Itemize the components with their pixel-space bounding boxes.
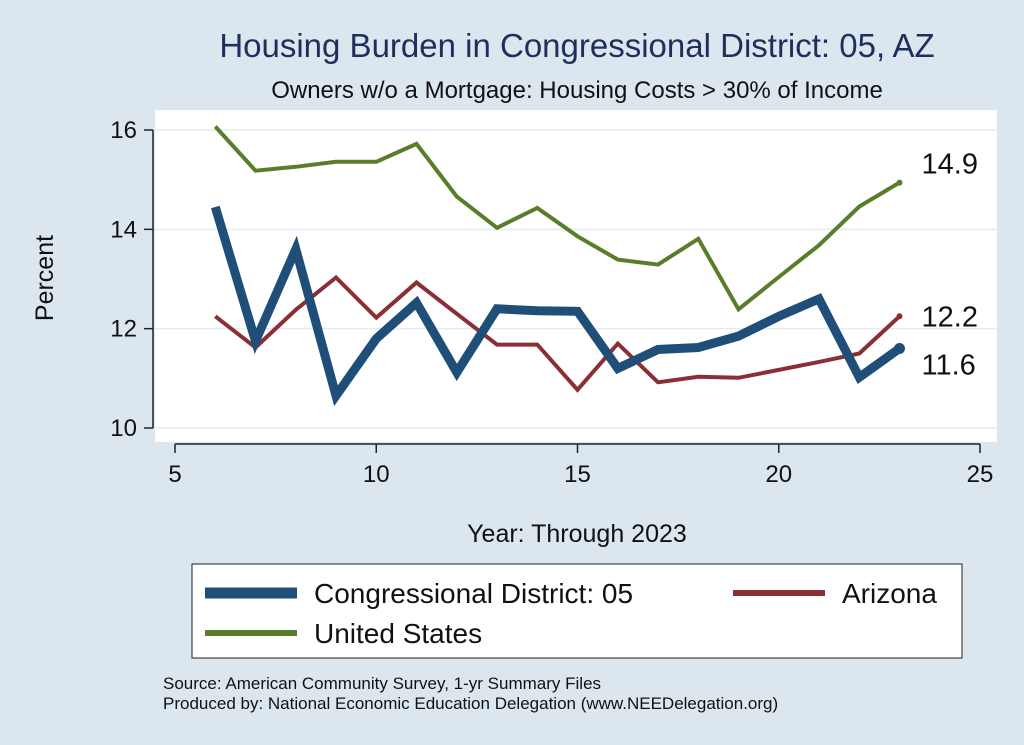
- end-labels: 11.6 12.2 14.9: [922, 149, 978, 382]
- series-endpoint-arizona: [896, 313, 903, 320]
- x-tick-label-20: 20: [765, 461, 792, 488]
- end-label-arizona: 12.2: [922, 301, 978, 333]
- y-tick-label-14: 14: [110, 216, 137, 243]
- chart-title: Housing Burden in Congressional District…: [219, 27, 934, 64]
- x-tick-label-15: 15: [564, 461, 591, 488]
- y-axis-label: Percent: [31, 235, 59, 321]
- legend-box: [191, 563, 963, 659]
- series-line-arizona: [214, 274, 901, 393]
- axes: 5 10 15 20 25 10 12 14 16: [110, 117, 993, 488]
- end-label-district: 11.6: [922, 350, 976, 382]
- series-line-district: [210, 205, 903, 407]
- source-note: Source: American Community Survey, 1-yr …: [163, 674, 601, 693]
- legend: Congressional District: 05 Arizona United …: [205, 578, 937, 649]
- x-axis-label: Year: Through 2023: [467, 520, 687, 548]
- series-endpoint-district: [894, 343, 905, 355]
- series-group: [210, 125, 905, 407]
- legend-label-arizona: Arizona: [842, 578, 937, 609]
- y-tick-label-16: 16: [110, 117, 137, 144]
- y-tick-label-12: 12: [110, 316, 137, 343]
- legend-label-united-states: United States: [314, 618, 482, 649]
- x-tick-label-10: 10: [363, 461, 390, 488]
- end-label-united-states: 14.9: [922, 149, 978, 181]
- gridlines: [155, 129, 997, 429]
- y-tick-label-10: 10: [110, 415, 137, 442]
- x-tick-label-25: 25: [967, 461, 994, 488]
- x-tick-label-5: 5: [168, 461, 181, 488]
- producer-note: Produced by: National Economic Education…: [163, 694, 778, 713]
- chart-subtitle: Owners w/o a Mortgage: Housing Costs > 3…: [271, 77, 883, 104]
- legend-label-district: Congressional District: 05: [314, 578, 633, 609]
- series-line-united-states: [213, 125, 901, 313]
- series-endpoint-united-states: [896, 179, 903, 186]
